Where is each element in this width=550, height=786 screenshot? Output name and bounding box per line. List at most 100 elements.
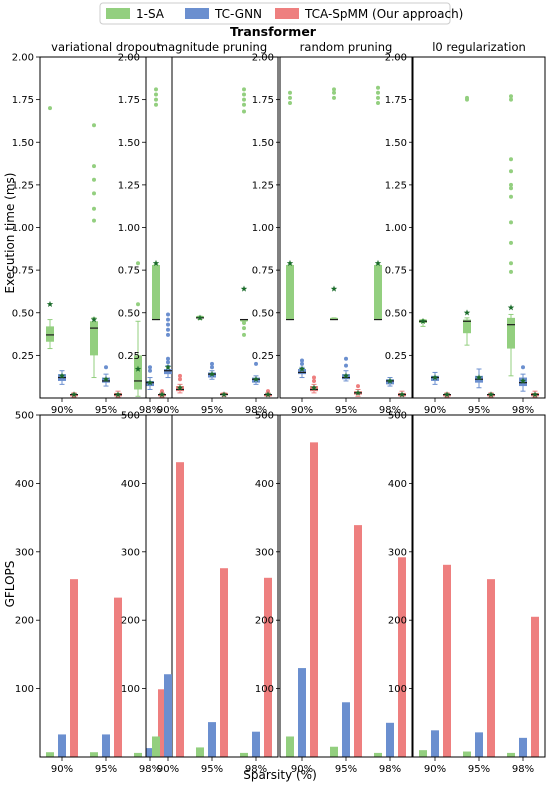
outlier-point (178, 377, 182, 381)
y-tick-label: 2.00 (118, 53, 140, 64)
y-tick-label: 0.75 (385, 266, 407, 277)
y-tick-label: 1.25 (252, 180, 274, 191)
outlier-point (509, 157, 513, 161)
y-tick-label: 400 (121, 479, 140, 490)
legend-swatch-tc-gnn (185, 8, 209, 19)
y-tick-label: 500 (121, 411, 140, 422)
box-tca-spmm-90 (70, 391, 78, 397)
y-tick-label: 1.75 (385, 95, 407, 106)
y-tick-label: 200 (121, 616, 140, 627)
y-axis-label-gflops: GFLOPS (3, 561, 17, 608)
x-tick-label: 90% (291, 764, 313, 775)
panel-title: l0 regularization (432, 40, 526, 54)
bar-tca-spmm-98 (264, 578, 272, 757)
y-tick-label: 1.75 (12, 95, 34, 106)
box-1-sa-90 (419, 318, 427, 327)
x-tick-label: 95% (95, 405, 117, 416)
legend-label-tc-gnn: TC-GNN (214, 7, 262, 21)
bar-tc-gnn-98 (386, 723, 394, 757)
box-tc-gnn-90 (298, 358, 306, 377)
outlier-point (509, 220, 513, 224)
box-iqr (164, 369, 172, 374)
plot-frame (413, 57, 545, 398)
outlier-point (166, 328, 170, 332)
bar-1-sa-98 (240, 753, 248, 757)
bar-tc-gnn-90 (58, 734, 66, 757)
x-tick-label: 90% (51, 764, 73, 775)
outlier-point (376, 86, 380, 90)
y-tick-label: 1.00 (385, 223, 407, 234)
outlier-point (254, 362, 258, 366)
y-tick-label: 0.75 (12, 266, 34, 277)
bar-tca-spmm-98 (398, 557, 406, 757)
bar-1-sa-90 (419, 750, 427, 757)
outlier-point (288, 91, 292, 95)
panel-execution-time-l0-regularization: l0 regularization 0.25 0.50 0.75 1.00 1.25 1.5… (385, 40, 545, 416)
outlier-point (356, 384, 360, 388)
y-tick-label: 1.50 (118, 138, 140, 149)
y-tick-label: 1.00 (12, 223, 34, 234)
y-tick-label: 1.50 (12, 138, 34, 149)
x-tick-label: 95% (468, 764, 490, 775)
x-tick-label: 95% (201, 764, 223, 775)
y-tick-label: 100 (121, 684, 140, 695)
box-tc-gnn-90 (58, 371, 66, 385)
outlier-point (242, 333, 246, 337)
bar-1-sa-90 (46, 752, 54, 757)
outlier-point (376, 91, 380, 95)
box-tca-spmm-98 (264, 389, 272, 397)
y-tick-label: 0.50 (385, 308, 407, 319)
box-tca-spmm-95 (487, 391, 495, 397)
box-1-sa-98 (374, 86, 382, 320)
box-tc-gnn-98 (252, 362, 260, 384)
outlier-point (509, 261, 513, 265)
box-tc-gnn-98 (519, 365, 527, 391)
x-tick-label: 95% (95, 764, 117, 775)
bar-1-sa-95 (463, 752, 471, 757)
outlier-point (300, 358, 304, 362)
box-tc-gnn-95 (208, 362, 216, 379)
outlier-point (312, 376, 316, 380)
outlier-point (242, 321, 246, 325)
y-tick-label: 1.50 (252, 138, 274, 149)
box-1-sa-90 (46, 106, 54, 348)
y-tick-label: 300 (15, 547, 34, 558)
bar-1-sa-95 (90, 752, 98, 757)
outlier-point (521, 365, 525, 369)
box-iqr (46, 326, 54, 341)
x-tick-label: 95% (468, 405, 490, 416)
mean-marker (508, 304, 514, 310)
outlier-point (92, 164, 96, 168)
box-tca-spmm-98 (398, 391, 406, 397)
y-tick-label: 2.00 (385, 53, 407, 64)
outlier-point (148, 369, 152, 373)
y-tick-label: 400 (15, 479, 34, 490)
outlier-point (154, 98, 158, 102)
bar-tc-gnn-95 (102, 734, 110, 757)
box-tc-gnn-95 (342, 357, 350, 381)
outlier-point (509, 94, 513, 98)
y-tick-label: 400 (255, 479, 274, 490)
box-iqr (374, 265, 382, 320)
outlier-point (509, 186, 513, 190)
bar-tc-gnn-90 (431, 730, 439, 757)
outlier-point (154, 93, 158, 97)
outlier-point (166, 318, 170, 322)
x-tick-label: 95% (201, 405, 223, 416)
bar-tc-gnn-90 (164, 674, 172, 757)
y-tick-label: 1.50 (385, 138, 407, 149)
outlier-point (92, 219, 96, 223)
x-tick-label: 90% (51, 405, 73, 416)
outlier-point (154, 103, 158, 107)
box-1-sa-98 (507, 94, 515, 376)
box-tca-spmm-98 (158, 389, 166, 397)
outlier-point (344, 364, 348, 368)
box-iqr (286, 265, 294, 320)
outlier-point (166, 360, 170, 364)
box-1-sa-98 (134, 261, 142, 396)
bar-1-sa-95 (330, 747, 338, 757)
outlier-point (300, 362, 304, 366)
y-tick-label: 0.25 (252, 351, 274, 362)
box-iqr (152, 265, 160, 320)
y-tick-label: 300 (255, 547, 274, 558)
